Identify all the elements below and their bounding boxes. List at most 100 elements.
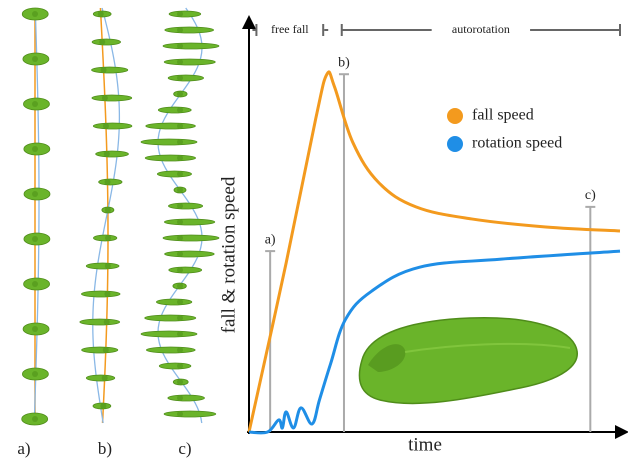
seed-nut (103, 319, 110, 325)
series-line (248, 249, 621, 435)
seed-nut (102, 347, 109, 353)
seed-nut (177, 411, 183, 417)
seed (163, 58, 216, 66)
seed-nut (177, 11, 183, 17)
seed (92, 122, 133, 130)
seed-nut (103, 151, 110, 157)
seed-nut (177, 219, 183, 225)
seed-nut (177, 43, 183, 49)
seed-nut (177, 267, 183, 273)
seed-nut (177, 379, 183, 385)
seed (158, 362, 192, 370)
seed-nut (104, 179, 111, 185)
seed (164, 218, 216, 226)
phase-bracket: free fall (251, 22, 329, 36)
seed-nut (177, 395, 183, 401)
series-line (247, 70, 621, 433)
seed-nut (177, 331, 183, 337)
seed (91, 94, 133, 102)
seed-nut (177, 283, 183, 289)
seed-nut (177, 363, 183, 369)
seed-nut (104, 207, 111, 213)
seed-nut (177, 75, 183, 81)
seed-nut (177, 203, 183, 209)
phase-bracket: autorotation (340, 22, 621, 36)
seed-nut (104, 291, 111, 297)
seed (95, 150, 129, 158)
seed-nut (177, 347, 183, 353)
seed-nut (101, 375, 108, 381)
seed-trajectories: a) b) c) (17, 7, 220, 458)
legend-swatch (447, 108, 463, 124)
seed (140, 330, 198, 338)
seed-nut (177, 171, 183, 177)
y-axis-label: fall & rotation speed (218, 176, 239, 333)
seed (162, 42, 220, 50)
seed-nut (100, 403, 107, 409)
panel-label: c) (178, 439, 191, 458)
seed (167, 394, 205, 402)
seed-nut (177, 251, 183, 257)
wing-path (92, 7, 121, 424)
seed-nut (32, 56, 38, 62)
seed-nut (32, 191, 38, 197)
seed-nut (177, 59, 183, 65)
seed (156, 298, 193, 306)
seed (144, 154, 196, 162)
seed-nut (32, 326, 38, 332)
seed-nut (104, 263, 111, 269)
seed-nut (177, 107, 183, 113)
seed-nut (32, 146, 38, 152)
seed-nut (177, 27, 183, 33)
seed (144, 314, 197, 322)
panel-label: b) (98, 439, 112, 458)
plot: free fall autorotation a) b) c) fall speed rot… (247, 22, 621, 435)
seed-nut (32, 11, 38, 17)
seed (85, 374, 116, 382)
seed-nut (102, 123, 109, 129)
seed-nut (177, 123, 183, 129)
seed-nut (177, 139, 183, 145)
phase-label: autorotation (452, 22, 510, 36)
seed-nut (104, 235, 111, 241)
seed-nut (32, 416, 38, 422)
seed-nut (100, 67, 107, 73)
seed (145, 346, 196, 354)
wing-path (157, 7, 203, 424)
seed (85, 262, 120, 270)
seed-nut (177, 315, 183, 321)
panel-label: a) (17, 439, 30, 458)
seed (168, 202, 204, 210)
seed-nut (32, 236, 38, 242)
legend-label: fall speed (472, 107, 534, 124)
phase-label: free fall (271, 22, 309, 36)
seed-illustration (358, 316, 578, 405)
seed-nut (177, 299, 183, 305)
seed (91, 38, 121, 46)
legend-swatch (447, 136, 463, 152)
seed-nut (177, 91, 183, 97)
seed (168, 10, 202, 18)
seed (156, 170, 192, 178)
marker-label: a) (265, 232, 276, 247)
x-axis-label: time (408, 434, 442, 455)
legend-label: rotation speed (472, 135, 562, 152)
seed-nut (32, 371, 38, 377)
seed (163, 410, 217, 418)
seed-nut (97, 11, 104, 17)
seed-nut (99, 39, 106, 45)
seed-nut (177, 235, 183, 241)
seed-nut (177, 187, 183, 193)
wing-path (33, 7, 40, 424)
seed (157, 106, 192, 114)
seed-nut (101, 95, 108, 101)
seed (145, 122, 196, 130)
seed (164, 26, 215, 34)
seed-nut (32, 281, 38, 287)
seed-nut (32, 101, 38, 107)
seed (167, 74, 204, 82)
seed (91, 66, 129, 74)
seed (168, 266, 203, 274)
marker-label: c) (585, 188, 596, 203)
